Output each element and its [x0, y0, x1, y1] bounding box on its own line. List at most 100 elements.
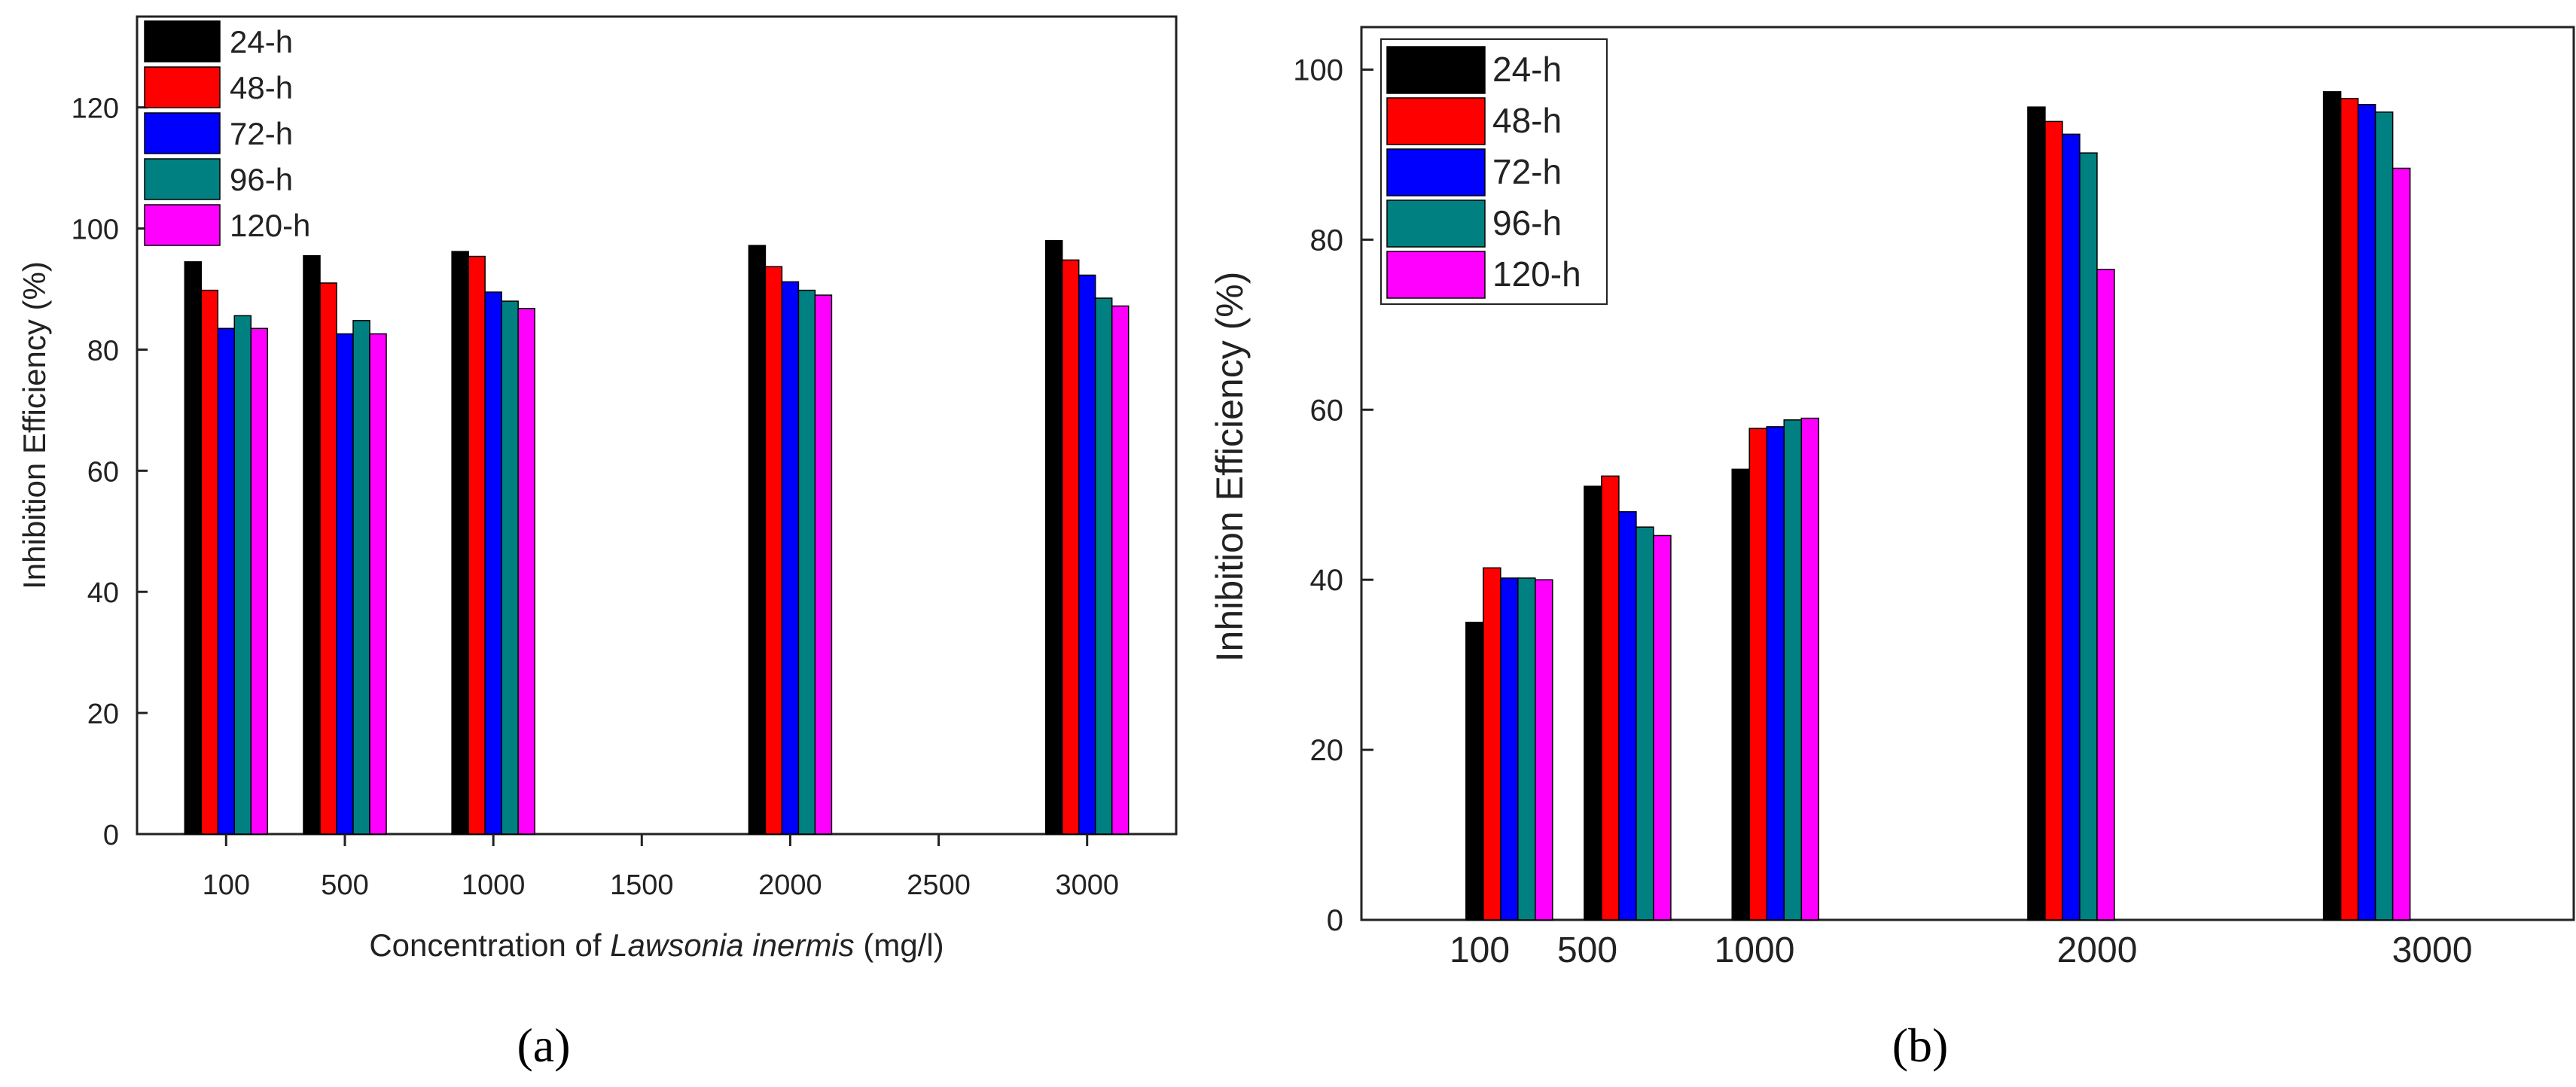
chart-a-bar-72-h-3000	[1078, 274, 1096, 835]
chart-a-x-axis-label-prefix: Concentration of	[369, 927, 610, 963]
chart-b-legend: 24-h 48-h 72-h 96-h 120-h	[1380, 38, 1608, 305]
chart-b-legend-swatch-120-h	[1386, 251, 1486, 299]
chart-b-bars	[1465, 91, 2411, 921]
chart-a: 0 20 40 60 80 100 120 100 500 1000 1500 2000 2500 30…	[17, 15, 1178, 1072]
chart-b-bar-72-h-2000	[2062, 133, 2081, 921]
chart-a-bar-96-h-2000	[797, 289, 816, 835]
chart-b-bar-96-h-3000	[2374, 111, 2394, 921]
chart-b-bar-72-h-100	[1500, 577, 1519, 921]
chart-b-legend-label-120-h: 120-h	[1492, 254, 1581, 294]
chart-a-x-tick-label: 2500	[907, 869, 971, 901]
chart-b-bar-72-h-1000	[1766, 426, 1785, 921]
chart-b-legend-swatch-48-h	[1386, 97, 1486, 145]
chart-a-bar-120-h-500	[369, 333, 387, 835]
chart-b-x-tick-label: 1000	[1715, 930, 1795, 970]
chart-b-legend-swatch-96-h	[1386, 199, 1486, 248]
chart-a-x-tick-label: 1000	[462, 869, 526, 901]
chart-b-bar-120-h-2000	[2096, 269, 2115, 921]
chart-a-bar-120-h-2000	[814, 294, 833, 835]
chart-a-legend-label-96-h: 96-h	[230, 162, 293, 197]
chart-b-y-tick-label: 80	[1310, 224, 1344, 257]
chart-b-bar-24-h-500	[1584, 486, 1602, 921]
chart-b-bar-48-h-3000	[2340, 98, 2359, 921]
chart-a-x-axis-label-italic: Lawsonia inermis	[610, 927, 854, 963]
chart-a-legend-swatch-48-h	[144, 66, 221, 108]
chart-a-x-tick-label: 3000	[1055, 869, 1119, 901]
chart-b-bar-48-h-100	[1483, 567, 1501, 921]
chart-b-bar-120-h-3000	[2392, 167, 2411, 921]
chart-b-x-tick-label: 3000	[2392, 930, 2473, 970]
chart-b-x-axis: 100 500 1000 2000 3000	[1450, 930, 2472, 970]
chart-a-y-tick-label: 40	[87, 577, 119, 609]
chart-a-bar-96-h-500	[352, 320, 370, 835]
chart-a-bar-24-h-3000	[1044, 239, 1063, 835]
chart-a-y-tick-label: 120	[72, 93, 119, 125]
chart-a-y-tick-label: 100	[72, 215, 119, 246]
chart-b-y-tick-label: 100	[1293, 53, 1343, 87]
chart-b-legend-label-72-h: 72-h	[1492, 152, 1562, 191]
chart-a-y-tick-label: 20	[87, 699, 119, 730]
chart-a-legend: 24-h 48-h 72-h 96-h 120-h	[144, 20, 310, 246]
chart-b-y-tick-label: 40	[1310, 564, 1344, 597]
chart-a-legend-label-72-h: 72-h	[230, 116, 293, 151]
chart-a-x-tick-label: 2000	[758, 869, 822, 901]
chart-a-legend-swatch-120-h	[144, 204, 221, 246]
chart-a-bar-120-h-1000	[517, 307, 535, 835]
chart-a-bar-48-h-100	[200, 289, 219, 835]
chart-b-bar-96-h-2000	[2079, 152, 2098, 921]
chart-a-bar-72-h-2000	[781, 281, 800, 835]
chart-a-y-axis: 0 20 40 60 80 100 120	[72, 93, 148, 851]
chart-a-x-tick-label: 1500	[610, 869, 674, 901]
chart-b-bar-24-h-3000	[2322, 91, 2342, 921]
chart-b-legend-swatch-24-h	[1386, 46, 1486, 94]
chart-a-bar-48-h-500	[319, 282, 337, 835]
chart-b-bar-24-h-2000	[2027, 106, 2046, 921]
chart-a-y-tick-label: 60	[87, 456, 119, 488]
chart-a-x-tick-label: 100	[203, 869, 250, 901]
chart-a-bar-96-h-100	[233, 315, 252, 835]
chart-a-bar-24-h-2000	[748, 245, 767, 835]
chart-a-y-axis-label: Inhibition Efficiency (%)	[17, 261, 52, 589]
chart-b-bar-96-h-500	[1636, 526, 1654, 921]
chart-a-x-tick-label: 500	[321, 869, 368, 901]
chart-a-bar-24-h-100	[184, 261, 203, 835]
chart-a-bar-120-h-3000	[1111, 305, 1129, 835]
chart-a-bar-72-h-500	[336, 333, 354, 835]
chart-a-bars	[184, 239, 1129, 835]
chart-b-y-tick-label: 20	[1310, 734, 1344, 767]
chart-a-x-axis: 100 500 1000 1500 2000 2500 3000	[203, 834, 1119, 901]
chart-b-legend-label-96-h: 96-h	[1492, 203, 1562, 242]
chart-a-plot-frame	[136, 15, 1178, 836]
chart-a-panel-label: (a)	[517, 1018, 570, 1072]
chart-b-legend-swatch-72-h	[1386, 148, 1486, 196]
chart-b-bar-120-h-100	[1535, 579, 1553, 921]
chart-b-bar-120-h-1000	[1800, 417, 1820, 921]
chart-a-x-axis-label-suffix: (mg/l)	[855, 927, 944, 963]
chart-a-bar-72-h-1000	[484, 291, 502, 835]
chart-b-bar-48-h-2000	[2044, 120, 2063, 921]
chart-b-y-axis-label: Inhibition Efficiency (%)	[1209, 272, 1251, 662]
chart-b-y-axis: 0 20 40 60 80 100	[1293, 53, 1373, 937]
chart-b-x-tick-label: 100	[1450, 930, 1510, 970]
chart-a-bar-48-h-2000	[764, 266, 783, 835]
chart-a-legend-swatch-96-h	[144, 158, 221, 200]
chart-a-bar-120-h-100	[250, 327, 269, 835]
chart-b-x-tick-label: 2000	[2057, 930, 2138, 970]
chart-b-bar-72-h-3000	[2357, 104, 2376, 921]
chart-a-y-tick-label: 0	[103, 820, 119, 851]
chart-a-bar-48-h-3000	[1061, 259, 1080, 835]
chart-a-legend-swatch-24-h	[144, 20, 221, 62]
chart-a-bar-96-h-1000	[501, 300, 519, 835]
chart-b-bar-24-h-1000	[1731, 468, 1751, 921]
chart-b-plot-frame	[1360, 26, 2575, 921]
chart-b-bar-96-h-1000	[1783, 419, 1803, 921]
chart-a-x-axis-label: Concentration of Lawsonia inermis (mg/l)	[369, 927, 944, 963]
chart-b-bar-96-h-100	[1517, 577, 1536, 921]
chart-a-bar-24-h-1000	[451, 251, 469, 835]
chart-a-legend-label-24-h: 24-h	[230, 24, 293, 59]
chart-a-legend-label-48-h: 48-h	[230, 70, 293, 105]
chart-b-bar-72-h-500	[1618, 511, 1637, 921]
chart-b-y-tick-label: 0	[1327, 904, 1343, 937]
chart-b-x-tick-label: 500	[1557, 930, 1617, 970]
